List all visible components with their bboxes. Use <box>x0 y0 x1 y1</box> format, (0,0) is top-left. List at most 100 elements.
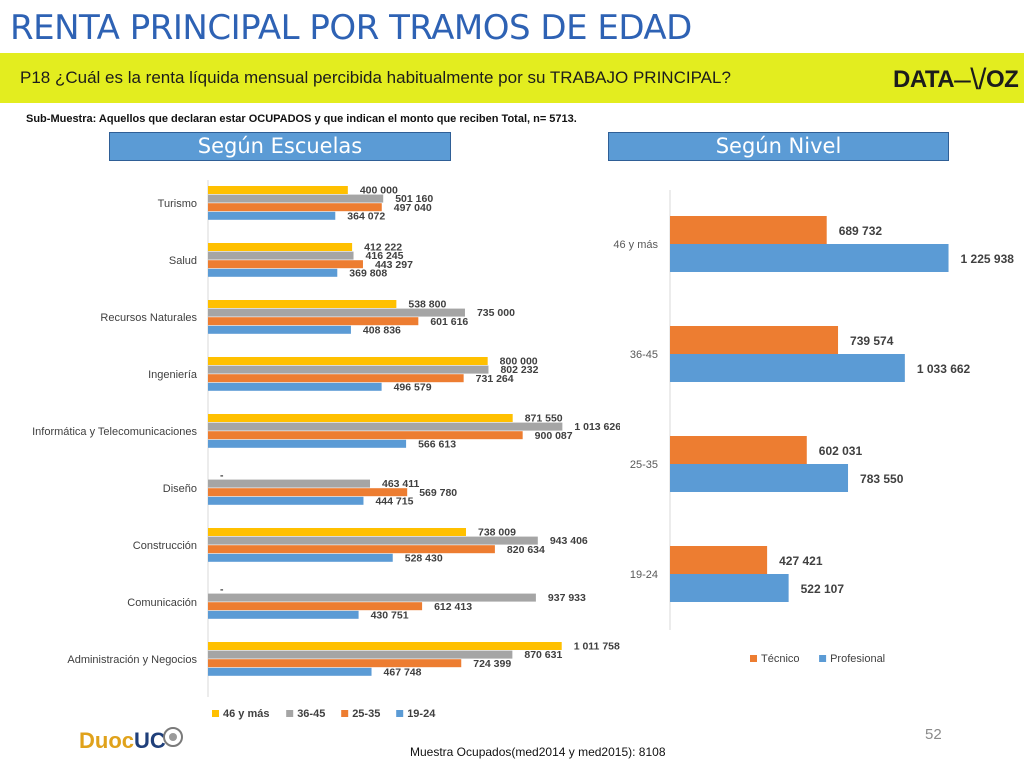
legend-swatch-25-35 <box>341 710 349 717</box>
data-label-25-35-turismo: 497 040 <box>394 202 432 214</box>
data-label-36-45-construccion: 943 406 <box>550 535 588 547</box>
bar-profesional-19-24 <box>670 574 789 602</box>
bar-46-y-mas-ingenieria <box>208 357 488 365</box>
bar-46-y-mas-administracion-y-negocios <box>208 642 562 650</box>
datavoz-logo: DATA–\/OZ <box>893 61 1019 96</box>
sample-note: Muestra Ocupados(med2014 y med2015): 810… <box>410 745 666 759</box>
data-label-46-y-mas-construccion: 738 009 <box>478 527 516 539</box>
brand-text-left: Duoc <box>79 728 134 753</box>
data-label-36-45-administracion-y-negocios: 870 631 <box>524 649 562 661</box>
data-label-46-y-mas-informatica-y-telecomunicaciones: 871 550 <box>525 413 563 425</box>
data-label-46-y-mas-recursos-naturales: 538 800 <box>408 299 446 311</box>
data-label-46-y-mas-comunicacion: - <box>220 584 224 596</box>
legend-label-46-y-mas: 46 y más <box>223 708 269 720</box>
question-band <box>0 53 1024 103</box>
data-label-46-y-mas-ingenieria: 800 000 <box>500 356 538 368</box>
bar-19-24-recursos-naturales <box>208 325 351 334</box>
legend-label-tecnico: Técnico <box>761 653 800 665</box>
category-label-turismo: Turismo <box>158 198 197 210</box>
bar-36-45-administracion-y-negocios <box>208 650 513 659</box>
duocuc-logo: DuocUC <box>79 728 166 754</box>
data-label-36-45-salud: 416 245 <box>366 250 404 262</box>
bar-tecnico-46-y-mas <box>670 216 827 244</box>
data-label-tecnico-36-45: 739 574 <box>850 334 894 348</box>
bar-profesional-46-y-mas <box>670 244 949 272</box>
bar-tecnico-36-45 <box>670 326 839 354</box>
data-label-46-y-mas-administracion-y-negocios: 1 011 758 <box>574 641 620 653</box>
bar-19-24-informatica-y-telecomunicaciones <box>208 439 407 448</box>
bar-tecnico-19-24 <box>670 546 768 574</box>
bar-19-24-construccion <box>208 553 393 562</box>
data-label-25-35-ingenieria: 731 264 <box>476 373 514 385</box>
data-label-19-24-comunicacion: 430 751 <box>371 609 409 621</box>
bar-36-45-ingenieria <box>208 365 489 374</box>
data-label-25-35-recursos-naturales: 601 616 <box>430 316 468 328</box>
category-label-46-y-mas: 46 y más <box>613 239 658 251</box>
bar-36-45-recursos-naturales <box>208 308 465 317</box>
legend-swatch-36-45 <box>286 710 294 717</box>
legend-label-profesional: Profesional <box>830 653 885 665</box>
bar-25-35-comunicacion <box>208 602 423 611</box>
category-label-informatica-y-telecomunicaciones: Informática y Telecomunicaciones <box>32 426 197 438</box>
bar-46-y-mas-recursos-naturales <box>208 300 397 308</box>
data-label-tecnico-25-35: 602 031 <box>819 444 863 458</box>
data-label-25-35-informatica-y-telecomunicaciones: 900 087 <box>535 430 573 442</box>
bar-19-24-administracion-y-negocios <box>208 667 372 676</box>
legend-swatch-tecnico <box>750 655 757 662</box>
data-label-tecnico-46-y-mas: 689 732 <box>839 224 883 238</box>
category-label-salud: Salud <box>169 255 197 267</box>
category-label-25-35: 25-35 <box>630 459 658 471</box>
logo-text-left: DATA <box>893 66 955 93</box>
bar-25-35-salud <box>208 260 363 269</box>
bar-36-45-comunicacion <box>208 593 536 602</box>
data-label-profesional-19-24: 522 107 <box>801 582 845 596</box>
bar-19-24-ingenieria <box>208 382 382 391</box>
subsample-note: Sub-Muestra: Aquellos que declaran estar… <box>26 113 577 125</box>
bar-36-45-salud <box>208 251 354 260</box>
section-title-nivel: Según Nivel <box>608 132 949 161</box>
data-label-19-24-construccion: 528 430 <box>405 552 443 564</box>
data-label-36-45-informatica-y-telecomunicaciones: 1 013 626 <box>574 421 620 433</box>
logo-v-mark: –\/ <box>954 63 986 96</box>
bar-36-45-construccion <box>208 536 538 545</box>
legend-swatch-46-y-mas <box>212 710 219 717</box>
data-label-36-45-turismo: 501 160 <box>395 193 433 205</box>
data-label-46-y-mas-diseno: - <box>220 470 224 482</box>
legend-label-19-24: 19-24 <box>407 708 436 720</box>
data-label-tecnico-19-24: 427 421 <box>779 554 823 568</box>
bar-46-y-mas-turismo <box>208 186 348 194</box>
data-label-46-y-mas-salud: 412 222 <box>364 242 402 254</box>
bar-profesional-25-35 <box>670 464 849 492</box>
bar-tecnico-25-35 <box>670 436 807 464</box>
data-label-19-24-recursos-naturales: 408 836 <box>363 324 401 336</box>
chart-nivel: 46 y más 689 732 1 225 938 36-45 739 574 1 03… <box>613 190 1015 665</box>
category-label-comunicacion: Comunicación <box>127 597 197 609</box>
bar-profesional-36-45 <box>670 354 905 382</box>
data-label-25-35-construccion: 820 634 <box>507 544 545 556</box>
bar-19-24-diseno <box>208 496 364 505</box>
bar-36-45-informatica-y-telecomunicaciones <box>208 422 563 431</box>
bar-46-y-mas-informatica-y-telecomunicaciones <box>208 414 513 422</box>
category-label-ingenieria: Ingeniería <box>148 369 198 381</box>
data-label-36-45-diseno: 463 411 <box>382 478 420 490</box>
bar-25-35-diseno <box>208 488 408 497</box>
seal-icon <box>163 727 183 747</box>
category-label-administracion-y-negocios: Administración y Negocios <box>67 654 197 666</box>
bar-25-35-turismo <box>208 203 382 212</box>
data-label-profesional-36-45: 1 033 662 <box>917 362 971 376</box>
data-label-25-35-salud: 443 297 <box>375 259 413 271</box>
bar-25-35-construccion <box>208 545 495 554</box>
bar-46-y-mas-salud <box>208 243 353 251</box>
bar-19-24-salud <box>208 268 338 277</box>
category-label-36-45: 36-45 <box>630 349 658 361</box>
bar-46-y-mas-construccion <box>208 528 467 536</box>
data-label-profesional-25-35: 783 550 <box>860 472 904 486</box>
data-label-36-45-ingenieria: 802 232 <box>500 364 538 376</box>
bar-25-35-ingenieria <box>208 374 464 383</box>
bar-19-24-comunicacion <box>208 610 359 619</box>
brand-text-right: UC <box>134 728 166 753</box>
data-label-profesional-46-y-mas: 1 225 938 <box>961 252 1015 266</box>
data-label-25-35-administracion-y-negocios: 724 399 <box>473 658 511 670</box>
bar-36-45-turismo <box>208 194 384 203</box>
